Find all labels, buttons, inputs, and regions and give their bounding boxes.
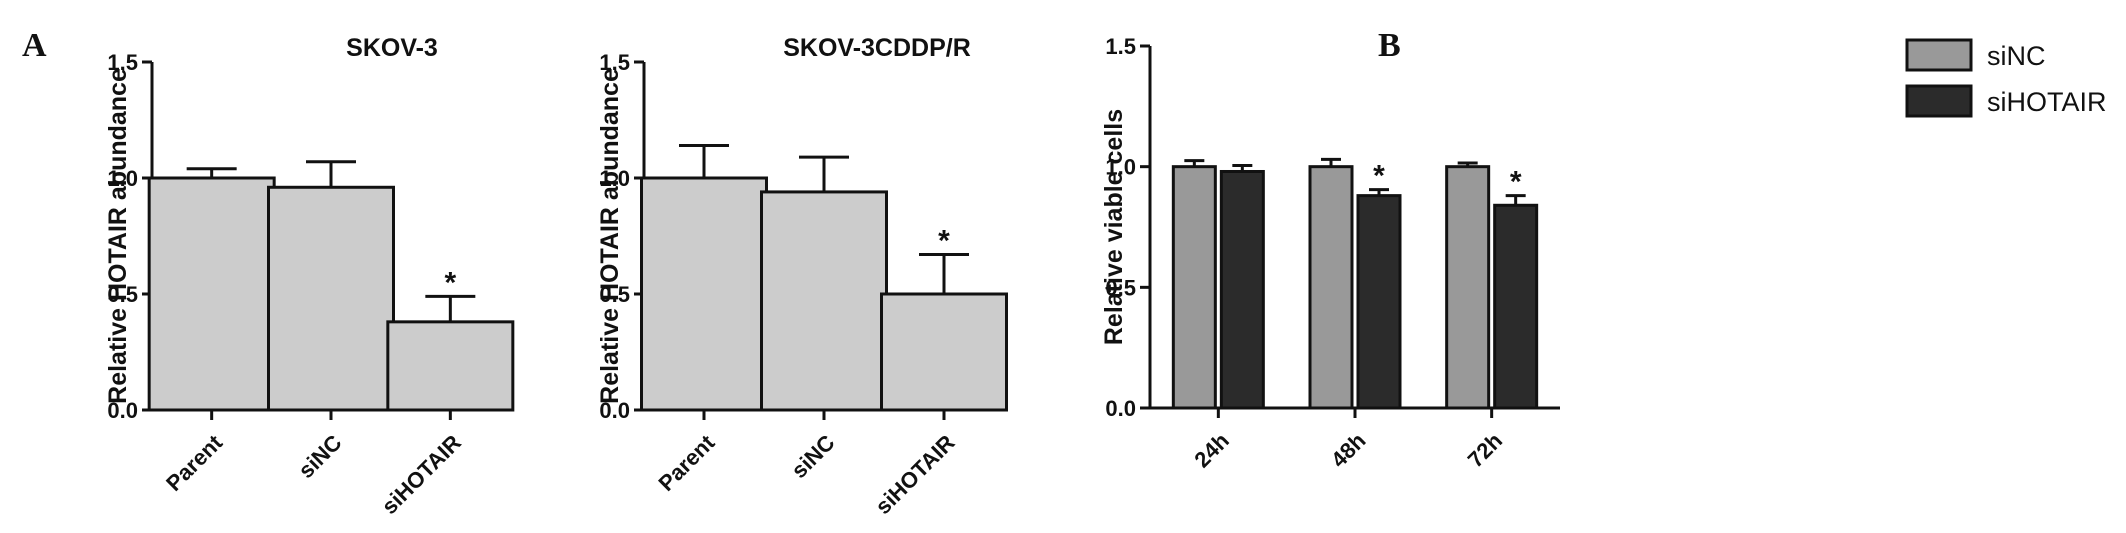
y-axis-label: Relative HOTAIR abundance <box>104 68 132 404</box>
y-tick-label: 0.0 <box>1105 396 1136 421</box>
x-tick-label: 48h <box>1326 428 1370 472</box>
y-axis-label: Relative viable cells <box>1100 109 1128 345</box>
x-tick-label: 24h <box>1189 428 1233 472</box>
y-axis-label: Relative HOTAIR abundance <box>596 68 624 404</box>
bar <box>1445 165 1491 410</box>
y-tick-label: 1.5 <box>1105 34 1136 59</box>
legend-swatch <box>1905 84 1973 118</box>
y-tick-label: 0.0 <box>107 398 138 423</box>
y-tick-label: 1.5 <box>107 50 138 75</box>
chart-viable-cells: Relative viable cells 0.0 0.5 1.0 1.5 24h 48h *… <box>1100 34 2107 472</box>
bar <box>1356 194 1402 410</box>
bar <box>760 190 888 412</box>
legend-label: siHOTAIR <box>1987 87 2107 117</box>
y-tick-label: 0.5 <box>1105 275 1136 300</box>
legend-label: siNC <box>1987 41 2046 71</box>
significance-marker: * <box>1510 166 1522 199</box>
bar <box>640 176 768 412</box>
y-tick-label: 1.0 <box>1105 155 1136 180</box>
bar <box>267 185 395 412</box>
x-tick-label: Parent <box>161 429 228 496</box>
chart-title: SKOV-3CDDP/R <box>783 34 971 62</box>
significance-marker: * <box>1373 160 1385 193</box>
bar <box>386 320 515 412</box>
x-tick-label: siNC <box>786 430 839 483</box>
y-tick-label: 1.0 <box>599 166 630 191</box>
x-tick-label: 72h <box>1463 428 1507 472</box>
chart-skov3cddpr: SKOV-3CDDP/R Relative HOTAIR abundance0.0… <box>596 34 1008 519</box>
x-tick-label: Parent <box>653 429 720 496</box>
bar <box>880 292 1008 412</box>
panel-label-a: A <box>22 27 47 64</box>
y-tick-label: 0.5 <box>107 282 138 307</box>
significance-marker: * <box>938 225 950 258</box>
panel-label-b: B <box>1378 27 1401 64</box>
x-tick-label: siHOTAIR <box>377 430 466 519</box>
chart-title: SKOV-3 <box>346 34 438 62</box>
bar <box>1219 169 1265 410</box>
x-tick-label: siHOTAIR <box>870 430 959 519</box>
x-tick-label: siNC <box>293 430 346 483</box>
significance-marker: * <box>444 266 456 299</box>
bar <box>1171 165 1217 410</box>
legend-swatch <box>1905 38 1973 72</box>
bar <box>1308 165 1354 410</box>
y-tick-label: 0.5 <box>599 282 630 307</box>
y-tick-label: 0.0 <box>599 398 630 423</box>
y-tick-label: 1.0 <box>107 166 138 191</box>
bar <box>1493 203 1539 410</box>
bar <box>147 176 276 412</box>
y-tick-label: 1.5 <box>599 50 630 75</box>
